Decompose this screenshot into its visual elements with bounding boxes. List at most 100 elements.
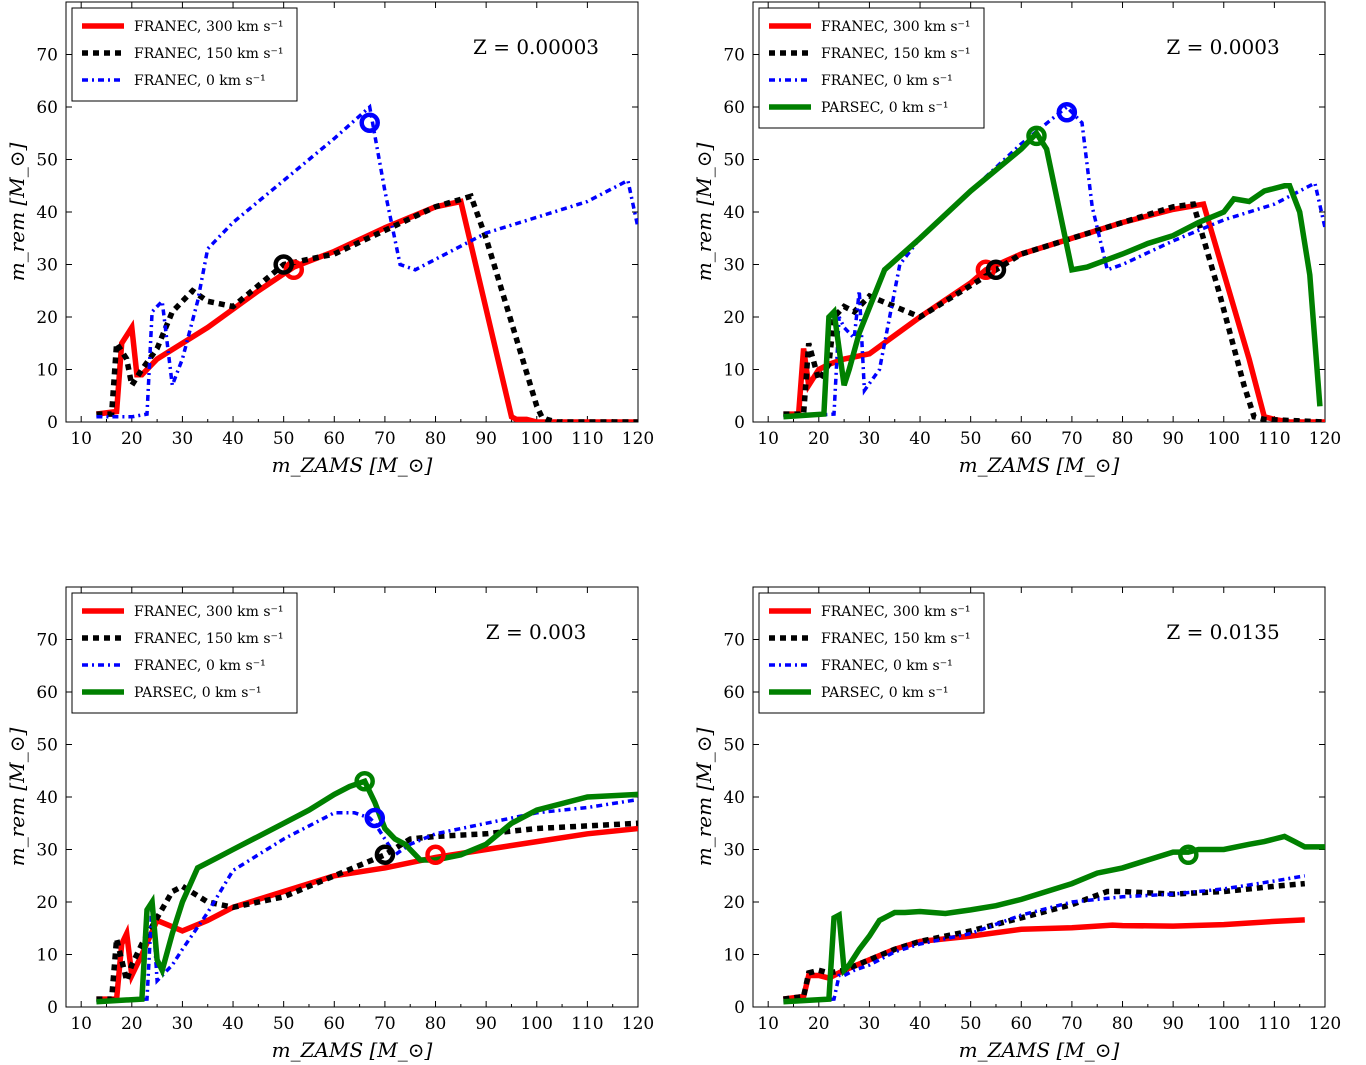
x-tick-label: 40 — [222, 429, 244, 449]
y-tick-label: 70 — [36, 631, 58, 651]
legend-label: FRANEC, 150 km s⁻¹ — [821, 46, 971, 62]
y-tick-label: 30 — [723, 841, 745, 861]
legend-label: FRANEC, 300 km s⁻¹ — [821, 604, 971, 620]
series-marker-1 — [283, 259, 305, 280]
y-tick-label: 0 — [47, 413, 58, 433]
x-tick-label: 100 — [521, 429, 553, 449]
x-tick-label: 10 — [70, 1014, 92, 1034]
x-tick-label: 80 — [1112, 1014, 1134, 1034]
series-marker-2 — [273, 254, 294, 275]
legend: FRANEC, 300 km s⁻¹ FRANEC, 150 km s⁻¹ FRAN… — [71, 7, 298, 102]
y-tick-label: 0 — [734, 998, 745, 1018]
x-axis-label: m_ZAMS [M_⊙] — [959, 1038, 1120, 1062]
series-line-2 — [783, 880, 1306, 1002]
x-tick-label: 70 — [1061, 429, 1083, 449]
legend-label: PARSEC, 0 km s⁻¹ — [134, 685, 261, 701]
panel-3: 10 20 30 40 50 60 70 80 90 100 110 120 0 10 20 30 40 50 60… — [5, 586, 654, 1062]
x-tick-label: 10 — [757, 429, 779, 449]
y-tick-label: 10 — [36, 946, 58, 966]
y-tick-label: 20 — [36, 308, 58, 328]
series-line-4 — [783, 128, 1323, 420]
x-tick-label: 40 — [222, 1014, 244, 1034]
y-tick-label: 40 — [36, 203, 58, 223]
x-tick-label: 50 — [960, 429, 982, 449]
metallicity-label: Z = 0.00003 — [473, 35, 599, 59]
x-tick-label: 120 — [1309, 1014, 1341, 1034]
x-tick-label: 30 — [172, 429, 194, 449]
series-marker-4 — [354, 771, 375, 792]
legend-label: FRANEC, 150 km s⁻¹ — [134, 46, 284, 62]
x-tick-label: 10 — [70, 429, 92, 449]
plot-area — [783, 102, 1325, 422]
y-tick-label: 20 — [36, 893, 58, 913]
x-tick-label: 20 — [121, 1014, 143, 1034]
y-tick-label: 0 — [734, 413, 745, 433]
legend-label: FRANEC, 0 km s⁻¹ — [134, 658, 266, 674]
x-tick-label: 70 — [374, 429, 396, 449]
plot-area — [96, 771, 638, 1005]
y-tick-label: 70 — [36, 46, 58, 66]
x-axis-label: m_ZAMS [M_⊙] — [272, 1038, 433, 1062]
series-line-2 — [96, 820, 638, 1002]
legend-label: FRANEC, 150 km s⁻¹ — [821, 631, 971, 647]
y-axis-label: m_rem [M_⊙] — [5, 143, 29, 282]
legend-label: FRANEC, 300 km s⁻¹ — [134, 19, 284, 35]
y-tick-label: 40 — [36, 788, 58, 808]
x-tick-label: 110 — [1258, 429, 1290, 449]
y-tick-label: 50 — [723, 736, 745, 756]
series-marker-1 — [975, 259, 997, 280]
panel-2: 10 20 30 40 50 60 70 80 90 100 110 120 0 10 20 30 40 50 60… — [692, 1, 1341, 477]
x-tick-label: 100 — [521, 1014, 553, 1034]
x-tick-label: 40 — [909, 1014, 931, 1034]
y-axis-label: m_rem [M_⊙] — [692, 728, 716, 867]
legend-label: FRANEC, 300 km s⁻¹ — [821, 19, 971, 35]
series-marker-3 — [359, 112, 380, 133]
x-tick-label: 70 — [1061, 1014, 1083, 1034]
y-tick-label: 70 — [723, 46, 745, 66]
x-tick-label: 10 — [757, 1014, 779, 1034]
series-line-3 — [96, 103, 638, 419]
y-tick-label: 30 — [36, 256, 58, 276]
series-line-2 — [96, 192, 638, 422]
y-tick-label: 60 — [36, 98, 58, 118]
x-tick-label: 60 — [1010, 429, 1032, 449]
plot-area — [96, 103, 638, 422]
legend-label: FRANEC, 150 km s⁻¹ — [134, 631, 284, 647]
x-tick-label: 30 — [859, 1014, 881, 1034]
x-axis-label: m_ZAMS [M_⊙] — [272, 453, 433, 477]
y-tick-label: 10 — [723, 361, 745, 381]
y-tick-label: 40 — [723, 203, 745, 223]
legend: FRANEC, 300 km s⁻¹ FRANEC, 150 km s⁻¹ FRAN… — [71, 592, 298, 714]
series-line-1 — [96, 825, 638, 1002]
series-line-4 — [96, 777, 638, 1005]
x-tick-label: 50 — [960, 1014, 982, 1034]
x-tick-label: 80 — [425, 1014, 447, 1034]
legend-label: PARSEC, 0 km s⁻¹ — [821, 685, 948, 701]
x-tick-label: 70 — [374, 1014, 396, 1034]
plot-area — [783, 833, 1325, 1005]
y-tick-label: 20 — [723, 893, 745, 913]
x-tick-label: 110 — [571, 1014, 603, 1034]
x-tick-label: 60 — [323, 429, 345, 449]
series-marker-1 — [425, 844, 446, 865]
x-tick-label: 60 — [323, 1014, 345, 1034]
x-tick-label: 120 — [622, 1014, 654, 1034]
legend-label: FRANEC, 0 km s⁻¹ — [821, 658, 953, 674]
x-tick-label: 20 — [121, 429, 143, 449]
x-tick-label: 120 — [1309, 429, 1341, 449]
metallicity-label: Z = 0.0003 — [1166, 35, 1279, 59]
x-tick-label: 40 — [909, 429, 931, 449]
y-axis-label: m_rem [M_⊙] — [5, 728, 29, 867]
legend-label: FRANEC, 0 km s⁻¹ — [821, 73, 953, 89]
series-line-4 — [783, 833, 1325, 1005]
x-tick-label: 50 — [273, 429, 295, 449]
y-tick-label: 50 — [36, 736, 58, 756]
y-tick-label: 70 — [723, 631, 745, 651]
x-tick-label: 60 — [1010, 1014, 1032, 1034]
metallicity-label: Z = 0.003 — [486, 620, 587, 644]
series-marker-4 — [1026, 125, 1047, 147]
y-tick-label: 50 — [36, 151, 58, 171]
metallicity-label: Z = 0.0135 — [1166, 620, 1279, 644]
series-marker-3 — [364, 807, 386, 829]
